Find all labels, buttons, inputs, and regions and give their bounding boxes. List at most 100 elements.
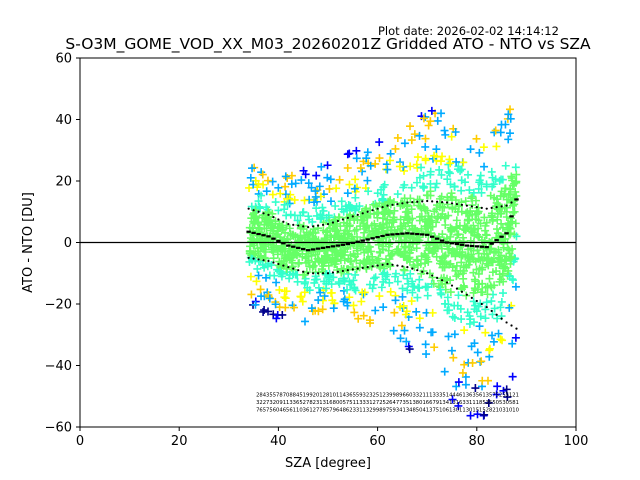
scatter-point	[399, 183, 408, 192]
scatter-point	[447, 225, 456, 234]
scatter-point	[273, 250, 282, 259]
upper-sigma-dot	[336, 219, 340, 223]
scatter-point	[309, 261, 318, 270]
scatter-point	[507, 172, 516, 181]
scatter-point	[289, 231, 298, 240]
x-tick-label: 0	[76, 434, 84, 449]
scatter-point	[327, 233, 336, 242]
scatter-point	[480, 410, 489, 419]
scatter-point	[349, 301, 358, 310]
y-tick-label: −40	[45, 359, 72, 374]
scatter-point	[321, 270, 330, 279]
scatter-point	[431, 183, 440, 192]
scatter-point	[393, 225, 402, 234]
scatter-point	[437, 274, 446, 283]
scatter-point	[482, 182, 491, 191]
scatter-point	[464, 245, 473, 254]
lower-sigma-dot	[302, 270, 305, 273]
scatter-point	[454, 401, 463, 410]
lower-sigma-dot	[341, 269, 344, 273]
scatter-point	[466, 145, 475, 154]
scatter-point	[254, 197, 263, 206]
scatter-point	[496, 303, 505, 312]
scatter-point	[488, 209, 497, 218]
scatter-point	[437, 257, 446, 266]
scatter-point	[497, 297, 506, 306]
scatter-point	[496, 335, 505, 344]
scatter-point	[372, 209, 381, 218]
scatter-point	[393, 190, 402, 199]
scatter-point	[424, 257, 433, 266]
scatter-point	[465, 312, 474, 321]
scatter-point	[444, 160, 453, 169]
scatter-point	[362, 154, 371, 163]
y-tick-label: 60	[55, 52, 72, 67]
scatter-point	[460, 360, 469, 369]
upper-sigma-dot	[480, 206, 483, 210]
lower-sigma-dot	[440, 279, 444, 282]
upper-sigma-dot	[297, 224, 300, 227]
lower-sigma-dot	[351, 268, 354, 271]
scatter-point	[383, 215, 392, 224]
scatter-point	[322, 284, 331, 293]
scatter-point	[300, 196, 309, 205]
lower-sigma-dot	[361, 266, 364, 269]
scatter-point	[307, 183, 316, 192]
scatter-point	[357, 215, 366, 224]
lower-sigma-dot	[376, 264, 379, 267]
scatter-point	[468, 254, 477, 263]
scatter-point	[274, 230, 283, 239]
upper-sigma-dot	[287, 222, 290, 226]
scatter-point	[297, 292, 306, 301]
scatter-point	[435, 165, 444, 174]
scatter-point	[511, 282, 520, 291]
scatter-point	[381, 255, 390, 264]
scatter-point	[398, 224, 407, 233]
scatter-point	[402, 337, 411, 346]
scatter-point	[421, 340, 430, 349]
scatter-point	[280, 205, 289, 214]
scatter-point	[326, 231, 335, 240]
scatter-point	[416, 259, 425, 268]
scatter-point	[432, 179, 441, 188]
scatter-point	[268, 190, 277, 199]
scatter-point	[475, 233, 484, 242]
lower-sigma-dot	[356, 267, 359, 270]
scatter-point	[387, 226, 396, 235]
scatter-point	[441, 130, 450, 139]
scatter-point	[419, 202, 428, 211]
scatter-point	[380, 210, 389, 219]
upper-sigma-dot	[277, 218, 280, 221]
scatter-point	[395, 162, 404, 171]
lower-sigma-dot	[366, 266, 369, 269]
scatter-point	[482, 298, 491, 307]
scatter-point	[469, 246, 478, 255]
upper-sigma-dot	[490, 206, 493, 210]
scatter-point	[452, 261, 461, 270]
x-tick-label: 20	[171, 434, 188, 449]
scatter-point	[307, 304, 316, 313]
scatter-point	[505, 223, 514, 232]
scatter-point	[498, 175, 507, 184]
scatter-point	[276, 267, 285, 276]
scatter-point	[406, 122, 415, 131]
lower-sigma-dot	[396, 264, 399, 267]
scatter-point	[251, 249, 260, 258]
upper-sigma-dot	[421, 200, 424, 203]
upper-sigma-dot	[321, 223, 325, 226]
scatter-point	[262, 187, 271, 196]
scatter-point	[270, 271, 279, 280]
scatter-point	[409, 233, 418, 242]
scatter-point	[415, 131, 424, 140]
scatter-point	[493, 382, 502, 391]
scatter-point	[415, 173, 424, 182]
scatter-point	[457, 315, 466, 324]
upper-sigma-dot	[356, 213, 359, 216]
scatter-point	[391, 144, 400, 153]
scatter-point	[492, 142, 501, 151]
scatter-point	[491, 126, 500, 135]
plot-area-frame	[79, 57, 577, 428]
scatter-point	[399, 219, 408, 228]
scatter-point	[264, 219, 273, 228]
scatter-point	[417, 163, 426, 172]
